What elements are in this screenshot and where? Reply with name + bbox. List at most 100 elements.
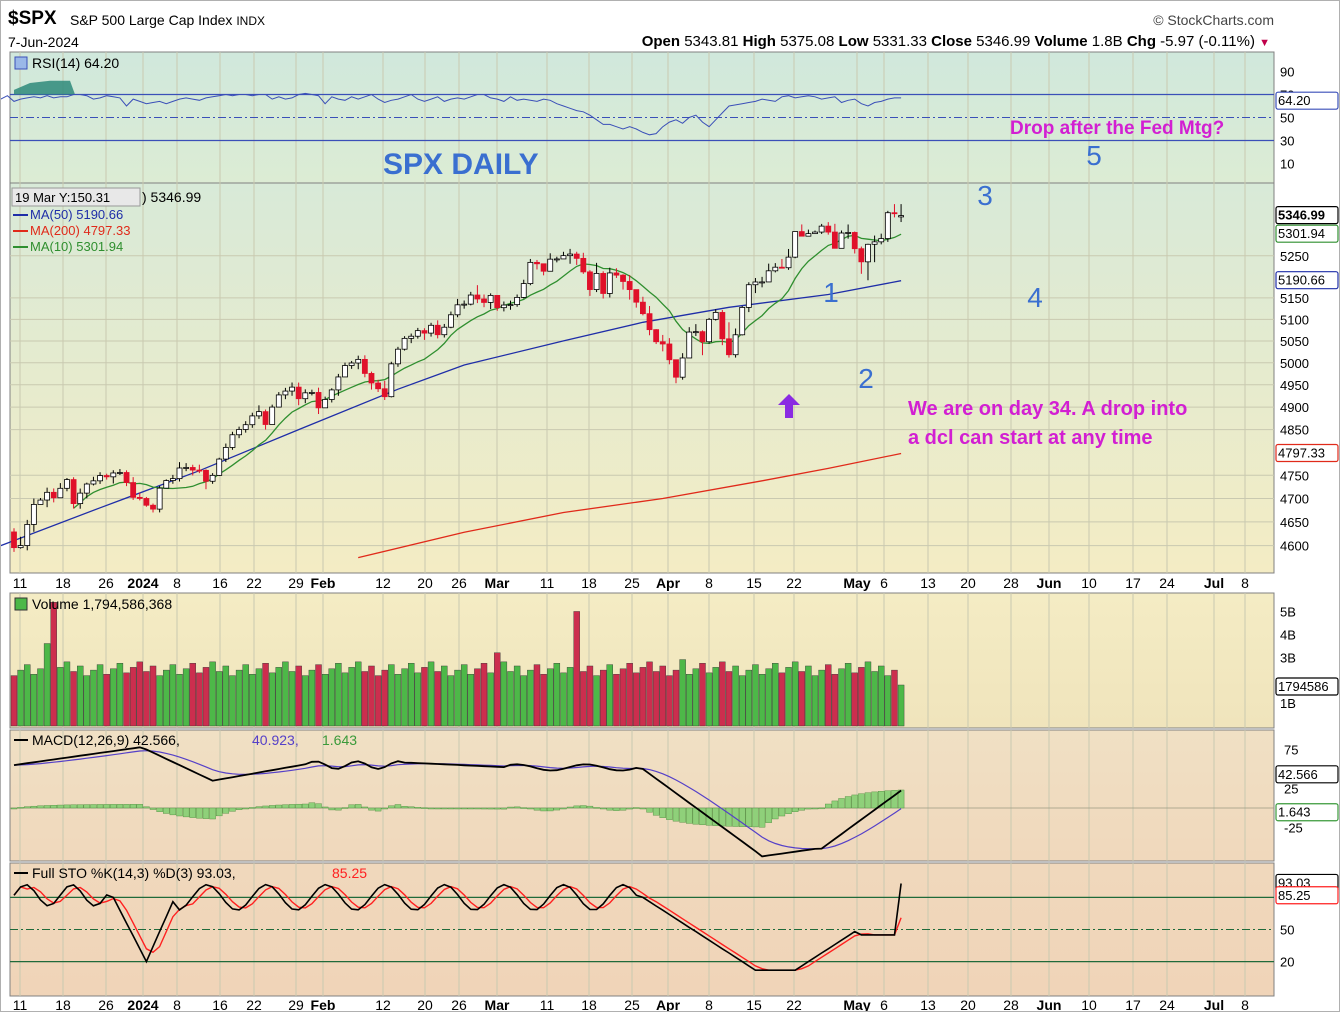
macd-histogram-bar	[580, 805, 587, 809]
macd-histogram-bar	[851, 794, 858, 809]
candle	[37, 498, 44, 505]
candle	[322, 396, 329, 409]
volume-bar	[573, 611, 580, 727]
candle	[123, 470, 130, 487]
cycle-note-line1: We are on day 34. A drop into	[908, 398, 1187, 420]
macd-histogram-bar	[70, 804, 77, 809]
candle	[646, 306, 653, 336]
low-value: 5331.33	[872, 33, 927, 50]
volume-bar	[719, 661, 726, 727]
candle	[461, 300, 468, 309]
volume-bar	[123, 672, 130, 727]
candle-body	[242, 424, 249, 430]
volume-bar	[268, 672, 276, 727]
candle	[520, 279, 527, 299]
volume-bar	[17, 669, 24, 727]
macd-histogram-bar	[63, 804, 71, 809]
candle	[560, 251, 567, 260]
candle	[295, 382, 302, 406]
candle	[686, 327, 693, 359]
tooltip-text: 19 Mar Y:150.31	[15, 190, 110, 205]
candle-body	[507, 304, 514, 307]
macd-histogram-bar	[169, 807, 177, 816]
candle	[90, 476, 97, 486]
volume-bar	[739, 675, 746, 727]
candle	[414, 327, 421, 339]
macd-histogram-bar	[123, 804, 130, 809]
x-axis-lower-tick-label: 22	[786, 997, 802, 1012]
macd-histogram-bar	[507, 806, 514, 809]
macd-histogram-bar	[785, 807, 792, 814]
candle	[256, 405, 262, 419]
macd-histogram-bar	[90, 804, 97, 809]
volume-bar	[633, 672, 640, 727]
macd-histogram-bar	[96, 804, 104, 809]
macd-histogram-bar	[699, 807, 706, 826]
volume-bar	[467, 674, 474, 727]
volume-bar	[791, 661, 799, 727]
volume-bar	[652, 671, 660, 727]
macd-histogram-bar	[189, 807, 196, 818]
candle	[408, 333, 415, 344]
candle-body	[553, 258, 560, 261]
candle-body	[878, 238, 885, 243]
candle	[83, 482, 90, 499]
candle-body	[745, 284, 752, 308]
candle-body	[249, 415, 256, 426]
candle	[673, 359, 679, 384]
volume-bar	[328, 668, 335, 727]
volume-badge-bg	[1275, 677, 1339, 696]
volume-bar	[474, 668, 481, 727]
fed-note: Drop after the Fed Mtg?	[1010, 118, 1224, 139]
volume-legend-swatch	[14, 597, 28, 611]
x-axis-upper-tick-label: 11	[540, 575, 555, 591]
candle-body	[328, 389, 335, 400]
macd-histogram-bar	[864, 792, 872, 809]
macd-histogram-bar	[858, 793, 865, 809]
macd-histogram-bar	[182, 807, 190, 818]
candle	[825, 222, 832, 235]
macd-histogram-bar	[593, 807, 600, 809]
volume-bar	[110, 668, 117, 727]
sto-d-value: 85.25	[332, 865, 367, 881]
candle	[275, 392, 282, 408]
macd-histogram-bar	[242, 807, 249, 810]
macd-histogram-bar	[30, 805, 38, 809]
volume-bar	[547, 668, 554, 727]
x-axis-upper-tick-label: 16	[212, 575, 228, 591]
macd-histogram-bar	[368, 807, 375, 811]
macd-histogram-bar	[897, 789, 905, 809]
x-axis-upper-tick-label: Mar	[485, 575, 510, 591]
candle-body	[798, 231, 805, 237]
x-axis-upper-tick-label: 25	[624, 575, 640, 591]
macd-histogram-bar	[659, 807, 666, 818]
macd-histogram-bar	[129, 804, 137, 809]
candle	[302, 389, 309, 404]
price-axis-label: 4700	[1280, 491, 1309, 506]
macd-histogram-bar	[216, 807, 223, 817]
volume-axis-label: 1B	[1280, 696, 1296, 711]
candle-body	[514, 297, 521, 306]
volume-bar	[288, 671, 296, 727]
macd-histogram-bar	[24, 806, 31, 809]
macd-histogram-bar	[361, 806, 369, 809]
candle-body	[659, 341, 666, 345]
macd-hist-value: 1.643	[322, 732, 357, 748]
x-axis-lower-tick-label: 11	[540, 997, 555, 1012]
volume-bar	[560, 672, 567, 727]
candle-body	[322, 399, 329, 409]
x-axis-upper-tick-label: 2024	[127, 575, 158, 591]
x-axis-upper-tick-label: 22	[246, 575, 262, 591]
sto-axis-label: 20	[1280, 955, 1294, 970]
candle	[679, 353, 686, 380]
price-axis-label: 5150	[1280, 291, 1309, 306]
candle	[573, 251, 580, 265]
candle	[838, 230, 845, 249]
candle-body	[183, 467, 190, 469]
candle-body	[401, 337, 408, 350]
volume-bar	[229, 675, 236, 727]
candle	[745, 282, 752, 313]
wave-label-1: 1	[823, 277, 839, 308]
macd-histogram-bar	[295, 803, 302, 809]
